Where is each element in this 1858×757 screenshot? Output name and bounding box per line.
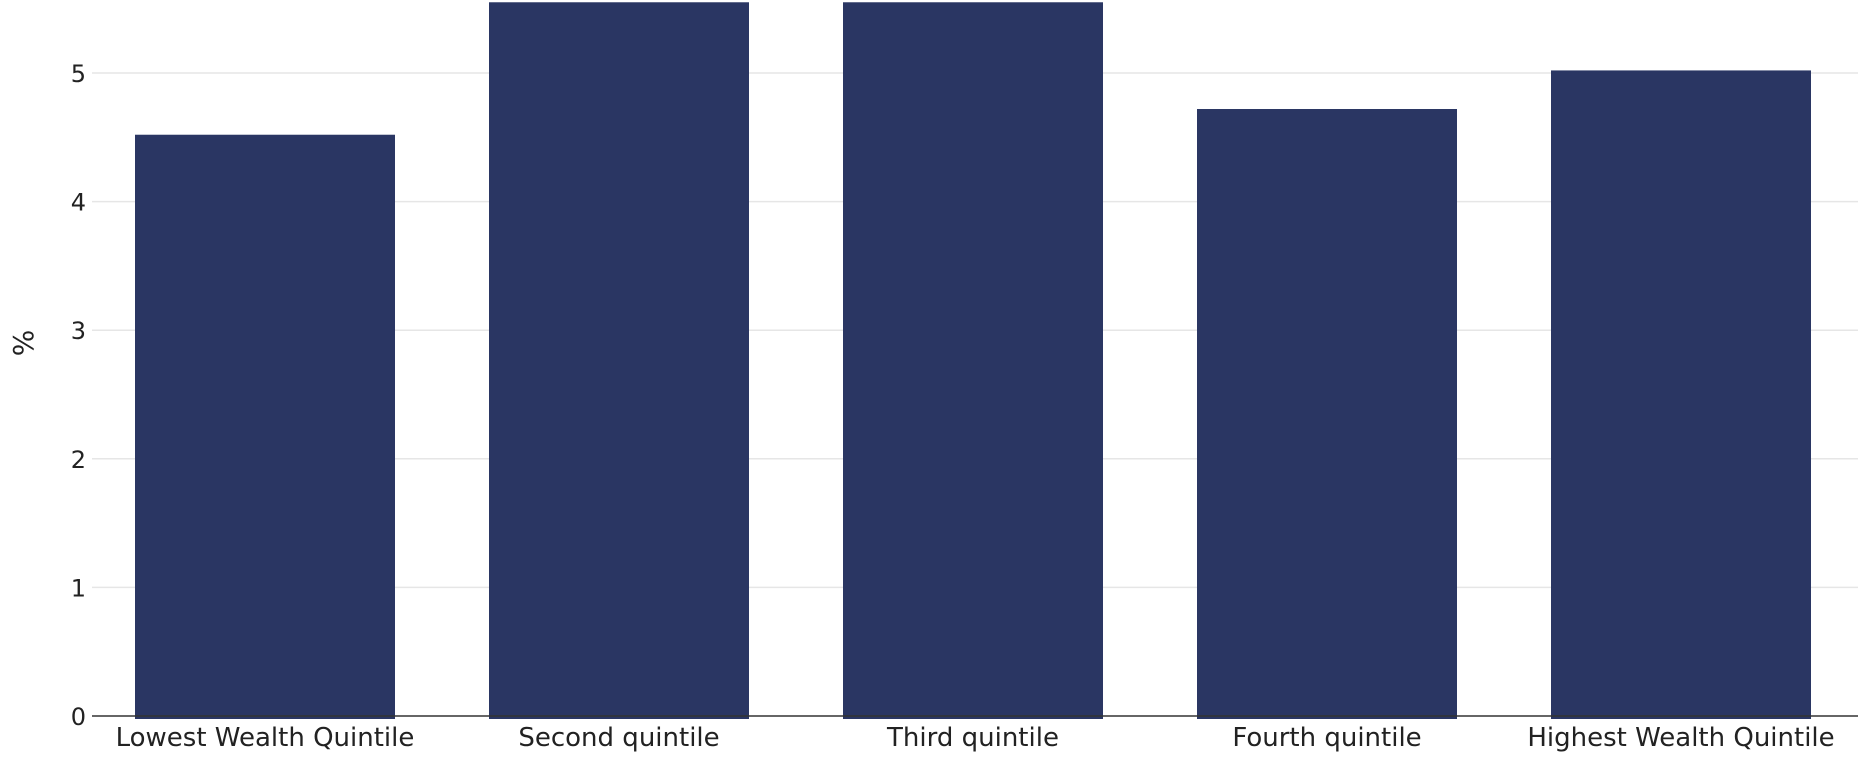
bar	[489, 2, 749, 719]
y-tick-label: 3	[71, 317, 86, 345]
x-tick-label: Third quintile	[886, 723, 1059, 752]
x-tick-label: Second quintile	[518, 723, 719, 752]
y-tick-label: 2	[71, 446, 86, 474]
x-tick-label: Fourth quintile	[1232, 723, 1421, 752]
y-tick-label: 5	[71, 60, 86, 88]
bar	[1197, 109, 1457, 720]
x-tick-label: Highest Wealth Quintile	[1527, 723, 1834, 752]
y-tick-labels: 0 1 2 3 4 5	[71, 60, 86, 731]
x-tick-labels: Lowest Wealth Quintile Second quintile Thi…	[116, 723, 1835, 753]
y-tick-label: 4	[71, 189, 86, 217]
bar	[843, 2, 1103, 719]
bar	[1551, 70, 1811, 720]
x-tick-label: Lowest Wealth Quintile	[116, 723, 415, 752]
y-tick-label: 1	[71, 574, 86, 602]
bars	[135, 2, 1811, 720]
y-axis-title: %	[7, 330, 40, 357]
bar	[135, 134, 395, 719]
y-tick-label: 0	[71, 703, 86, 731]
